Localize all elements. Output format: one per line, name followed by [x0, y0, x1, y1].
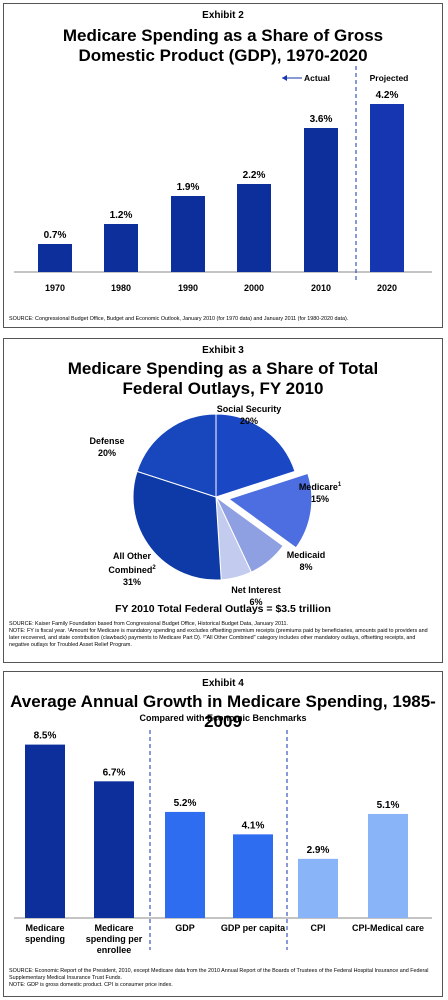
- value-label: 2.2%: [243, 170, 266, 181]
- source: SOURCE: Congressional Budget Office, Bud…: [9, 316, 349, 322]
- chart-title: Medicare Spending as a Share of Total Fe…: [67, 359, 379, 398]
- slice-label: Social Security 20%: [216, 403, 282, 427]
- bar: [237, 184, 271, 272]
- footnote-mark: 2: [152, 565, 156, 571]
- bar: [25, 744, 65, 918]
- slice-value: 15%: [310, 494, 329, 504]
- pie-slice: [227, 472, 313, 549]
- value-label: 4.1%: [242, 820, 265, 831]
- value-label: 8.5%: [34, 731, 57, 742]
- source: SOURCE: Economic Report of the President…: [9, 968, 429, 981]
- plot: 8.5% 6.7% 5.2% 4.1% 2.9% 5.1%: [14, 730, 432, 950]
- slice-name: Medicaid: [286, 550, 326, 560]
- plot: 0.7% 1.2% 1.9% 2.2% 3.6% 4.2%: [14, 66, 432, 282]
- bar: [171, 196, 205, 272]
- value-label: 6.7%: [103, 767, 126, 778]
- slice-value: 8%: [299, 562, 313, 572]
- value-label: 1.9%: [177, 182, 200, 193]
- category-label: 1970: [44, 283, 66, 293]
- value-label: 2.9%: [307, 845, 330, 856]
- footnote-mark: 1: [337, 482, 342, 488]
- note: NOTE: FY is fiscal year. ¹Amount for Med…: [9, 628, 428, 648]
- annotation: Actual: [304, 73, 330, 83]
- bar: [233, 834, 273, 918]
- bar: [38, 244, 72, 272]
- chart-subtitle: FY 2010 Total Federal Outlays = $3.5 tri…: [115, 603, 331, 615]
- slice-name: Net Interest: [231, 585, 281, 595]
- value-label: 3.6%: [310, 114, 333, 125]
- category-label: GDP: [175, 923, 195, 933]
- chart-subtitle: Compared with Economic Benchmarks: [139, 713, 307, 723]
- bar: [298, 858, 338, 918]
- pie-slice: [215, 413, 296, 498]
- slice-value: 31%: [122, 577, 141, 587]
- slice-label: Medicaid 8%: [273, 549, 339, 573]
- bar: [304, 128, 338, 272]
- exhibit-3-panel: Exhibit 3 Medicare Spending as a Share of…: [3, 338, 443, 663]
- category-label: CPI-Medical care: [351, 923, 425, 933]
- category-label: 2020: [376, 283, 398, 293]
- chart-title: Medicare Spending as a Share of Gross Do…: [62, 26, 384, 65]
- slice-value: 6%: [249, 597, 263, 607]
- note: NOTE: GDP is gross domestic product. CPI…: [9, 982, 173, 988]
- slice-value: 20%: [239, 416, 258, 426]
- slice-label: All Other Combined2 31%: [99, 550, 165, 588]
- source: SOURCE: Kaiser Family Foundation based f…: [9, 621, 289, 627]
- category-label: 2010: [310, 283, 332, 293]
- exhibit-label: Exhibit 3: [202, 345, 244, 356]
- slice-name: Defense: [89, 436, 125, 446]
- arrowhead: [282, 75, 287, 81]
- exhibit-4-panel: 8.5% 6.7% 5.2% 4.1% 2.9% 5.1% Exhibit 4 Average…: [3, 671, 443, 997]
- exhibit-label: Exhibit 2: [202, 10, 244, 21]
- slice-value: 20%: [97, 448, 116, 458]
- category-label: Medicare spending per enrollee: [85, 923, 143, 955]
- chart-title: Average Annual Growth in Medicare Spendi…: [10, 692, 436, 731]
- slice-label: Net Interest 6%: [223, 584, 289, 608]
- slice-label: Defense 20%: [74, 435, 140, 459]
- bar: [368, 813, 408, 918]
- bar: [104, 224, 138, 272]
- bar: [94, 781, 134, 918]
- bar: [165, 811, 205, 918]
- category-label: CPI: [310, 923, 326, 933]
- value-label: 5.1%: [377, 800, 400, 811]
- pie-slice: [136, 413, 217, 498]
- value-label: 5.2%: [174, 798, 197, 809]
- slice-name: All Other Combined: [108, 551, 153, 575]
- value-label: 1.2%: [110, 210, 133, 221]
- pie-slice: [132, 470, 222, 581]
- bar: [370, 104, 404, 272]
- slice-label: Medicare1 15%: [287, 479, 353, 505]
- category-label: 1990: [177, 283, 199, 293]
- category-label: 2000: [243, 283, 265, 293]
- value-label: 4.2%: [376, 90, 399, 101]
- category-label: GDP per capita: [220, 923, 286, 933]
- category-label: 1980: [110, 283, 132, 293]
- slice-name: Medicare: [298, 482, 338, 492]
- plot: [132, 413, 313, 581]
- category-label: Medicare spending: [25, 923, 65, 944]
- exhibit-label: Exhibit 4: [202, 678, 244, 689]
- annotation: Projected: [369, 73, 409, 83]
- value-label: 0.7%: [44, 230, 67, 241]
- exhibit-2-panel: 0.7% 1.2% 1.9% 2.2% 3.6% 4.2% Exhibit 2 Medicar…: [3, 3, 443, 328]
- slice-name: Social Security: [216, 404, 282, 414]
